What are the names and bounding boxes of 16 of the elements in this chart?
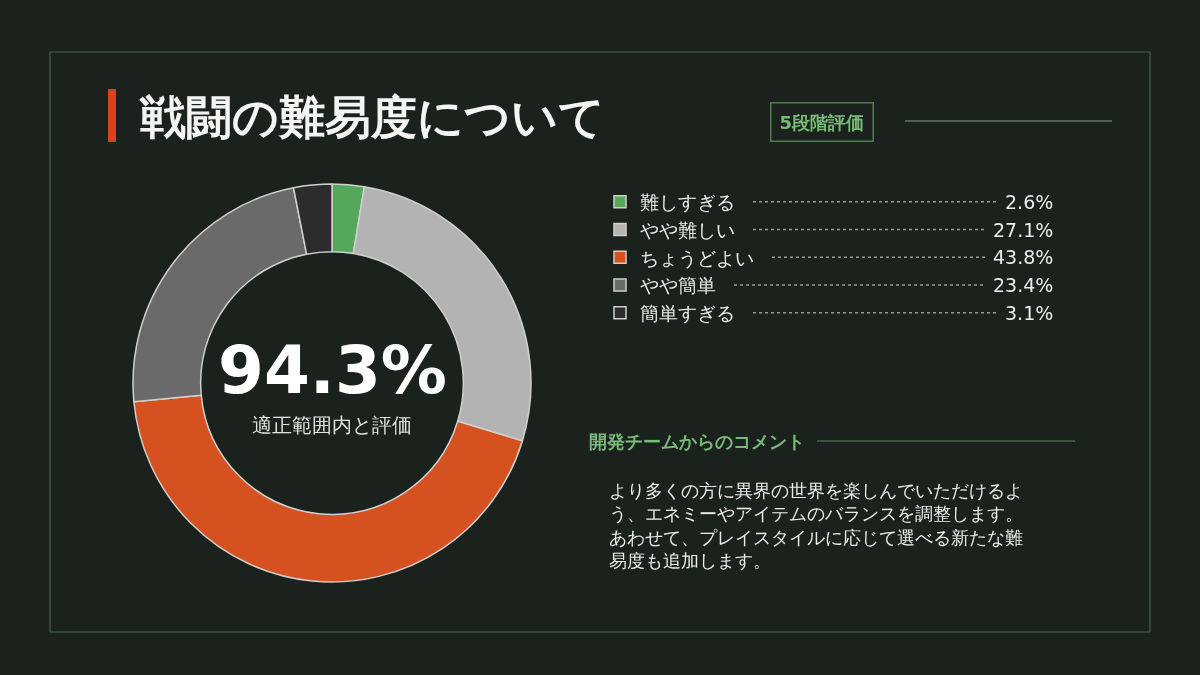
data-label: 43.8% (993, 246, 1054, 268)
text: 94.3% (218, 332, 447, 409)
chart-title: 戦闘の難易度について (139, 90, 605, 145)
data-label: 3.1% (1005, 302, 1054, 324)
data-label: 2.6% (1005, 191, 1054, 213)
text: 適正範囲内と評価 (252, 413, 412, 437)
legend-label: やや難しい (640, 218, 735, 241)
legend-label: 簡単すぎる (640, 302, 735, 325)
legend-label: やや簡単 (640, 274, 716, 297)
text: 開発チームからのコメント (589, 431, 805, 452)
chart-subtitle: 5段階評価 (779, 111, 865, 133)
legend-label: ちょうどよい (640, 246, 754, 269)
text: より多くの方に異界の世界を楽しんでいただけるよう、エネミーやアイテムのバランスを調整します。あわせて、プレイスタイルに応じて選べる新たな難易度も追加します。 (609, 480, 1023, 572)
data-label: 23.4% (993, 274, 1054, 296)
legend-label: 難しすぎる (640, 191, 735, 214)
data-label: 27.1% (993, 219, 1054, 241)
